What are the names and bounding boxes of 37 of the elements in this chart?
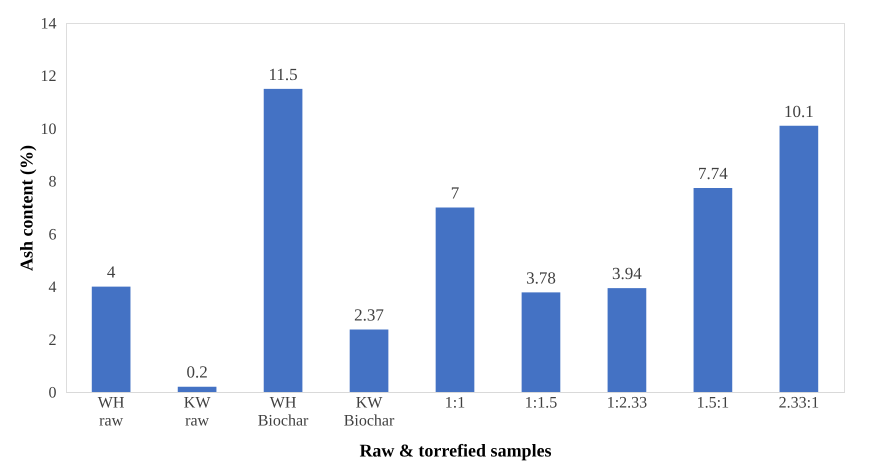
x-tick-label: 1:2.33 [606, 394, 648, 412]
x-axis-title: Raw & torrefied samples [359, 440, 552, 460]
data-label: 3.78 [526, 268, 556, 288]
data-label: 3.94 [612, 264, 642, 284]
data-label: 7.74 [698, 164, 728, 183]
y-tick-label: 2 [48, 332, 56, 349]
data-label: 10.1 [784, 102, 814, 121]
x-tick-label: 1:1 [444, 394, 466, 412]
y-axis-title: Ash content (%) [16, 145, 36, 271]
x-tick-label: KW raw [184, 394, 212, 430]
x-tick-label: WH raw [98, 394, 125, 430]
bar [436, 208, 474, 392]
data-label: 7 [450, 184, 460, 202]
y-tick-label: 6 [48, 226, 56, 244]
x-tick-label: KW Biochar [344, 394, 396, 430]
y-tick-label: 14 [40, 16, 56, 32]
bar [178, 386, 216, 392]
y-tick-label: 4 [48, 279, 56, 296]
data-label: 11.5 [268, 64, 298, 84]
x-tick-label: WH Biochar [258, 394, 310, 430]
y-tick-label: 0 [48, 384, 56, 402]
x-tick-label: 1:1.5 [524, 394, 558, 412]
x-tick-label: 2.33:1 [778, 394, 820, 412]
bar [92, 286, 130, 392]
data-label: 2.37 [354, 306, 384, 325]
bar [780, 126, 818, 392]
y-tick-label: 10 [40, 120, 56, 138]
data-label: 4 [106, 262, 116, 282]
bar [608, 288, 646, 392]
bar [264, 88, 302, 392]
data-label: 0.2 [186, 362, 208, 382]
y-tick-label: 12 [40, 68, 56, 86]
y-tick-label: 8 [48, 174, 56, 191]
bar [350, 330, 388, 392]
bar [694, 188, 732, 392]
bar [522, 292, 560, 392]
x-tick-label: 1.5:1 [696, 394, 730, 412]
